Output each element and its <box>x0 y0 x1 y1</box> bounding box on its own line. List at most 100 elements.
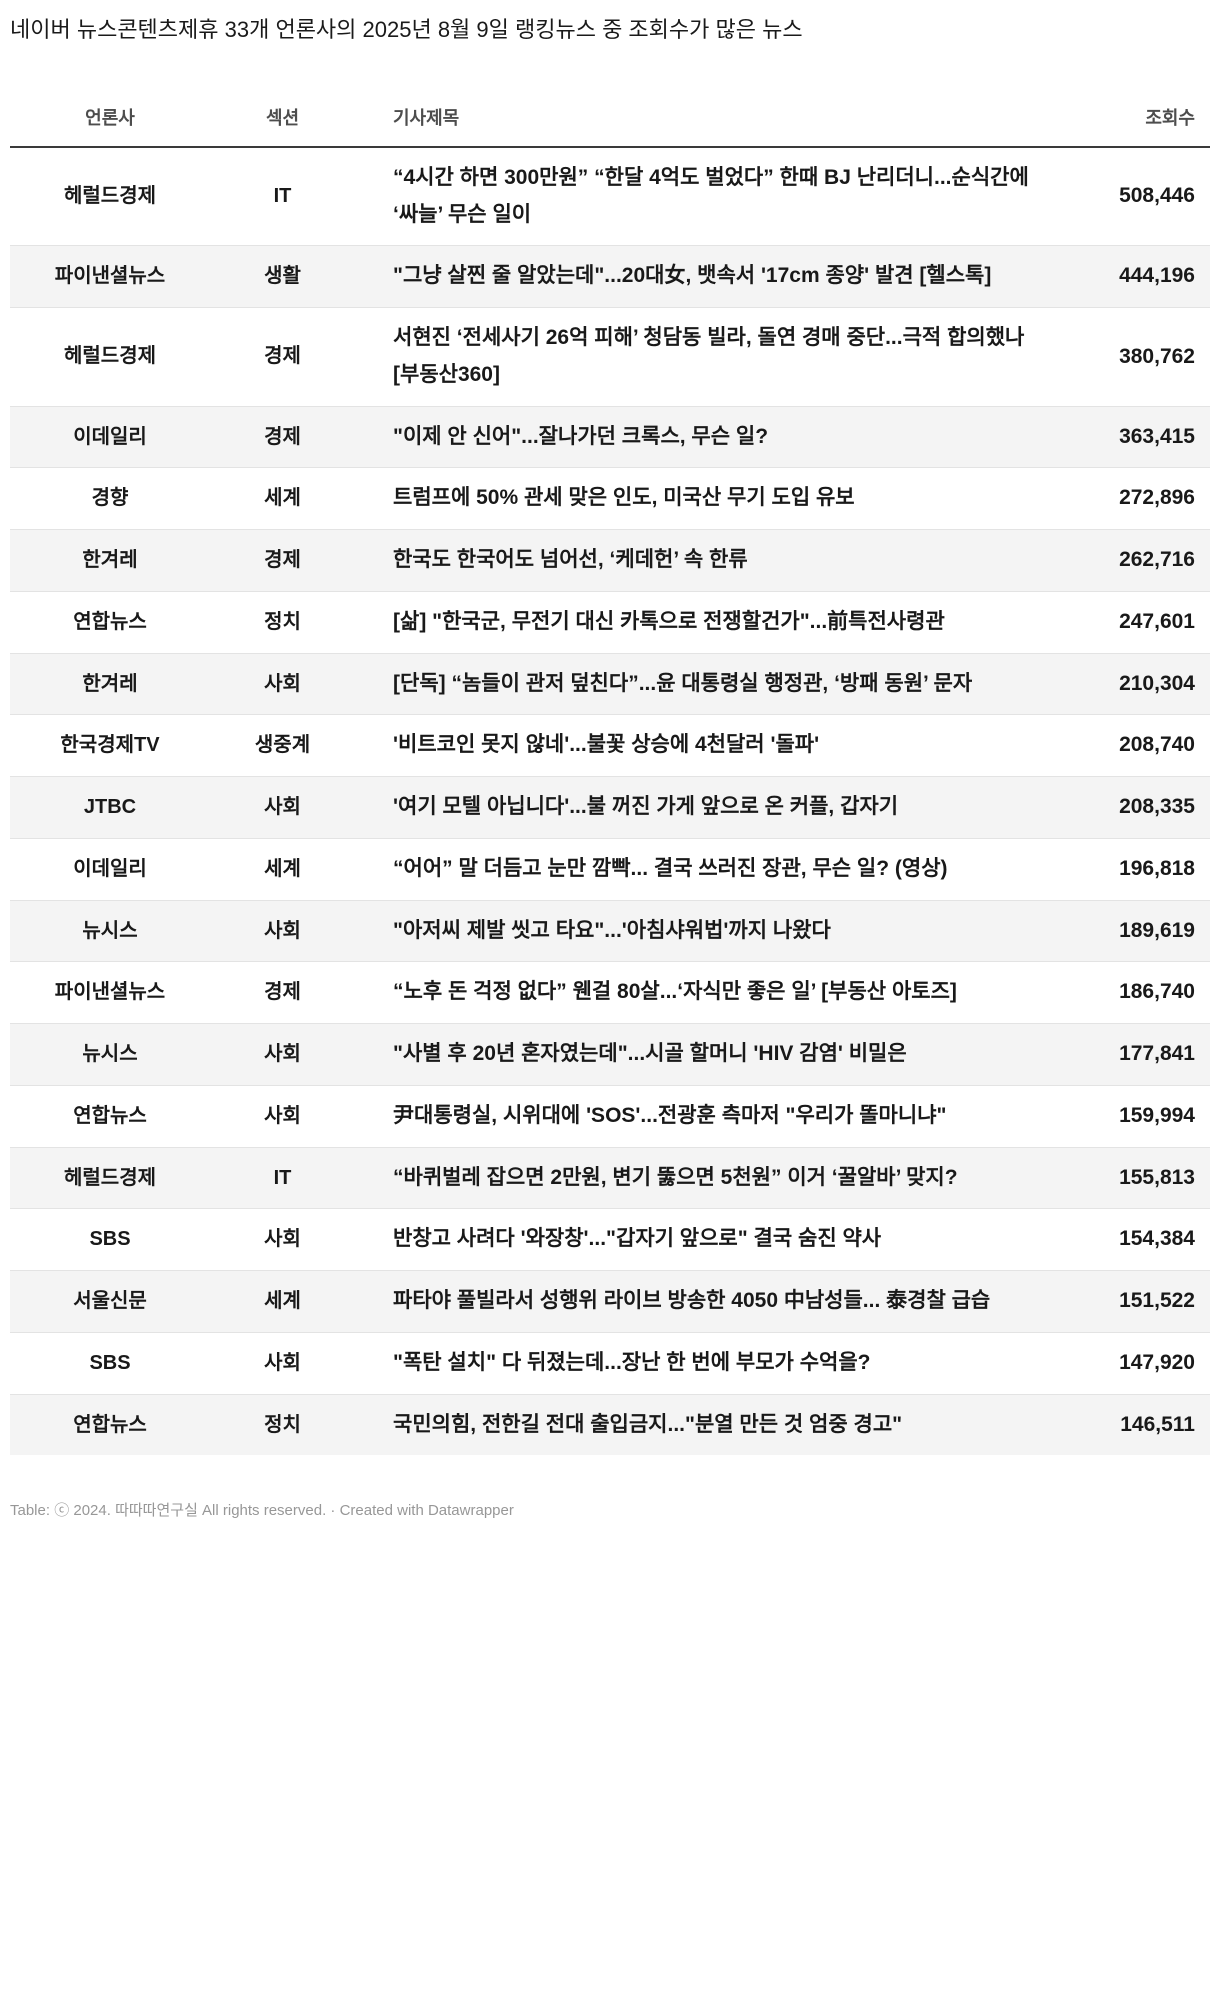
section-cell: IT <box>273 185 292 208</box>
table-row: 연합뉴스 사회 尹대통령실, 시위대에 'SOS'...전광훈 측마저 "우리가 똘… <box>10 1084 1210 1148</box>
table-row: 연합뉴스 정치 [삶] "한국군, 무전기 대신 카톡으로 전쟁할건가"...前특전… <box>10 590 1210 654</box>
table-row: 연합뉴스 정치 국민의힘, 전한길 전대 출입금지..."분열 만든 것 엄중 경고… <box>10 1393 1210 1456</box>
section-cell: 사회 <box>210 899 355 962</box>
outlet-cell: 파이낸셜뉴스 <box>10 961 210 1024</box>
section-cell: 사회 <box>210 1208 355 1271</box>
outlet-cell: 연합뉴스 <box>10 1393 210 1456</box>
views-cell: 186,740 <box>1070 961 1210 1024</box>
views-cell: 363,415 <box>1070 405 1210 468</box>
table-header: 언론사 섹션 기사제목 조회수 <box>10 83 1210 148</box>
table-row: 헤럴드경제 IT “4시간 하면 300만원” “한달 4억도 벌었다” 한때 BJ… <box>10 147 1210 246</box>
section-cell: 경제 <box>210 307 355 407</box>
table-body: 헤럴드경제 IT “4시간 하면 300만원” “한달 4억도 벌었다” 한때 BJ… <box>10 147 1210 1456</box>
table-row: 이데일리 세계 “어어” 말 더듬고 눈만 깜빡... 결국 쓰러진 장관, 무슨 … <box>10 837 1210 901</box>
outlet-cell: 파이낸셜뉴스 <box>10 245 210 308</box>
table-row: 파이낸셜뉴스 경제 “노후 돈 걱정 없다” 웬걸 80살...‘자식만 좋은 일’… <box>10 961 1210 1024</box>
footer-attribution: Table: ⓒ 2024. 따따따연구실 All rights reserve… <box>10 1502 327 1520</box>
table-row: 경향 세계 트럼프에 50% 관세 맞은 인도, 미국산 무기 도입 유보 272,8… <box>10 467 1210 530</box>
outlet-cell: 헤럴드경제 <box>10 307 210 407</box>
table-row: 뉴시스 사회 "사별 후 20년 혼자였는데"...시골 할머니 'HIV 감염' … <box>10 1023 1210 1086</box>
column-header-views: 조회수 <box>1070 83 1210 148</box>
headline-cell: 트럼프에 50% 관세 맞은 인도, 미국산 무기 도입 유보 <box>355 467 1070 530</box>
views-cell: 208,335 <box>1070 776 1210 839</box>
table-row: 한국경제TV 생중계 '비트코인 못지 않네'...불꽃 상승에 4천달러 '돌파'… <box>10 714 1210 777</box>
headline-cell: 반창고 사려다 '와장창'..."갑자기 앞으로" 결국 숨진 약사 <box>355 1208 1070 1271</box>
column-header-outlet: 언론사 <box>10 83 210 148</box>
section-cell: 정치 <box>210 1393 355 1456</box>
table-row: JTBC 사회 '여기 모텔 아닙니다'...불 꺼진 가게 앞으로 온 커플, 갑… <box>10 776 1210 839</box>
headline-cell: "이제 안 신어"...잘나가던 크록스, 무슨 일? <box>355 405 1070 468</box>
headline-cell: “노후 돈 걱정 없다” 웬걸 80살...‘자식만 좋은 일’ [부동산 아토… <box>355 961 1070 1024</box>
section-cell: 생중계 <box>210 714 355 777</box>
section-cell: 경제 <box>210 405 355 468</box>
column-header-headline: 기사제목 <box>355 83 1070 148</box>
table-row: 서울신문 세계 파타야 풀빌라서 성행위 라이브 방송한 4050 中남성들... … <box>10 1270 1210 1333</box>
outlet-cell: JTBC <box>10 776 210 839</box>
table-row: 한겨레 경제 한국도 한국어도 넘어선, ‘케데헌’ 속 한류 262,716 <box>10 529 1210 592</box>
section-cell: 세계 <box>210 467 355 530</box>
views-cell: 154,384 <box>1070 1208 1210 1271</box>
outlet-cell: SBS <box>10 1331 210 1395</box>
outlet-cell: 이데일리 <box>10 405 210 468</box>
views-cell: 262,716 <box>1070 529 1210 592</box>
news-ranking-table: 언론사 섹션 기사제목 조회수 헤럴드경제 IT “4시간 하면 300만원” “한… <box>10 83 1210 1456</box>
page-title: 네이버 뉴스콘텐츠제휴 33개 언론사의 2025년 8월 9일 랭킹뉴스 중 … <box>10 17 803 42</box>
views-cell: 444,196 <box>1070 245 1210 308</box>
outlet-cell: 서울신문 <box>10 1270 210 1333</box>
outlet-cell: 연합뉴스 <box>10 590 210 654</box>
footer: Table: ⓒ 2024. 따따따연구실 All rights reserve… <box>10 1499 1210 1544</box>
section-cell: 사회 <box>210 1023 355 1086</box>
views-cell: 155,813 <box>1070 1146 1210 1209</box>
section-cell: 세계 <box>210 1270 355 1333</box>
section-cell: 사회 <box>210 776 355 839</box>
outlet-cell: SBS <box>10 1208 210 1271</box>
table-row: 헤럴드경제 IT “바퀴벌레 잡으면 2만원, 변기 뚫으면 5천원” 이거 ‘꿀알… <box>10 1146 1210 1209</box>
table-row: SBS 사회 반창고 사려다 '와장창'..."갑자기 앞으로" 결국 숨진 약사 1… <box>10 1208 1210 1271</box>
outlet-cell: 경향 <box>10 467 210 530</box>
headline-cell: “바퀴벌레 잡으면 2만원, 변기 뚫으면 5천원” 이거 ‘꿀알바’ 맞지? <box>355 1146 1070 1209</box>
headline-cell: '여기 모텔 아닙니다'...불 꺼진 가게 앞으로 온 커플, 갑자기 <box>355 776 1070 839</box>
datawrapper-table-page: 네이버 뉴스콘텐츠제휴 33개 언론사의 2025년 8월 9일 랭킹뉴스 중 … <box>10 17 1210 1544</box>
views-cell: 380,762 <box>1070 307 1210 407</box>
views-cell: 159,994 <box>1070 1084 1210 1148</box>
headline-cell: 서현진 ‘전세사기 26억 피해’ 청담동 빌라, 돌연 경매 중단...극적 … <box>355 307 1070 407</box>
views-cell: 196,818 <box>1070 837 1210 901</box>
headline-cell: [삶] "한국군, 무전기 대신 카톡으로 전쟁할건가"...前특전사령관 <box>355 590 1070 654</box>
views-cell: 247,601 <box>1070 590 1210 654</box>
column-header-section: 섹션 <box>210 83 355 148</box>
table-row: 헤럴드경제 경제 서현진 ‘전세사기 26억 피해’ 청담동 빌라, 돌연 경매 중… <box>10 307 1210 407</box>
headline-cell: "아저씨 제발 씻고 타요"...'아침샤워법'까지 나왔다 <box>355 899 1070 962</box>
outlet-cell: 헤럴드경제 <box>10 1146 210 1209</box>
section-cell: 세계 <box>210 837 355 901</box>
headline-cell: "폭탄 설치" 다 뒤졌는데...장난 한 번에 부모가 수억을? <box>355 1331 1070 1395</box>
outlet-cell: 연합뉴스 <box>10 1084 210 1148</box>
views-cell: 189,619 <box>1070 899 1210 962</box>
headline-cell: '비트코인 못지 않네'...불꽃 상승에 4천달러 '돌파' <box>355 714 1070 777</box>
outlet-cell: 이데일리 <box>10 837 210 901</box>
headline-cell: “어어” 말 더듬고 눈만 깜빡... 결국 쓰러진 장관, 무슨 일? (영상… <box>355 837 1070 901</box>
table-row: 파이낸셜뉴스 생활 "그냥 살찐 줄 알았는데"...20대女, 뱃속서 '17cm… <box>10 245 1210 308</box>
headline-cell: "사별 후 20년 혼자였는데"...시골 할머니 'HIV 감염' 비밀은 <box>355 1023 1070 1086</box>
table-row: 뉴시스 사회 "아저씨 제발 씻고 타요"...'아침샤워법'까지 나왔다 189,6… <box>10 899 1210 962</box>
views-cell: 146,511 <box>1070 1393 1210 1456</box>
views-cell: 151,522 <box>1070 1270 1210 1333</box>
views-cell: 147,920 <box>1070 1331 1210 1395</box>
section-cell: 경제 <box>210 529 355 592</box>
section-cell: 경제 <box>210 961 355 1024</box>
headline-cell: [단독] “놈들이 관저 덮친다”...윤 대통령실 행정관, ‘방패 동원’ … <box>355 652 1070 715</box>
views-cell: 177,841 <box>1070 1023 1210 1086</box>
table-row: 이데일리 경제 "이제 안 신어"...잘나가던 크록스, 무슨 일? 363,415 <box>10 405 1210 468</box>
datawrapper-credit-link[interactable]: Created with Datawrapper <box>339 1502 514 1520</box>
views-cell: 272,896 <box>1070 467 1210 530</box>
outlet-cell: 한겨레 <box>10 529 210 592</box>
headline-cell: 한국도 한국어도 넘어선, ‘케데헌’ 속 한류 <box>355 529 1070 592</box>
views-cell: 208,740 <box>1070 714 1210 777</box>
outlet-cell: 한국경제TV <box>10 714 210 777</box>
headline-cell: 국민의힘, 전한길 전대 출입금지..."분열 만든 것 엄중 경고" <box>355 1393 1070 1456</box>
views-cell: 508,446 <box>1119 184 1195 208</box>
outlet-cell: 한겨레 <box>10 652 210 715</box>
outlet-cell: 헤럴드경제 <box>64 185 156 208</box>
table-row: SBS 사회 "폭탄 설치" 다 뒤졌는데...장난 한 번에 부모가 수억을? 14… <box>10 1331 1210 1395</box>
section-cell: 정치 <box>210 590 355 654</box>
outlet-cell: 뉴시스 <box>10 1023 210 1086</box>
